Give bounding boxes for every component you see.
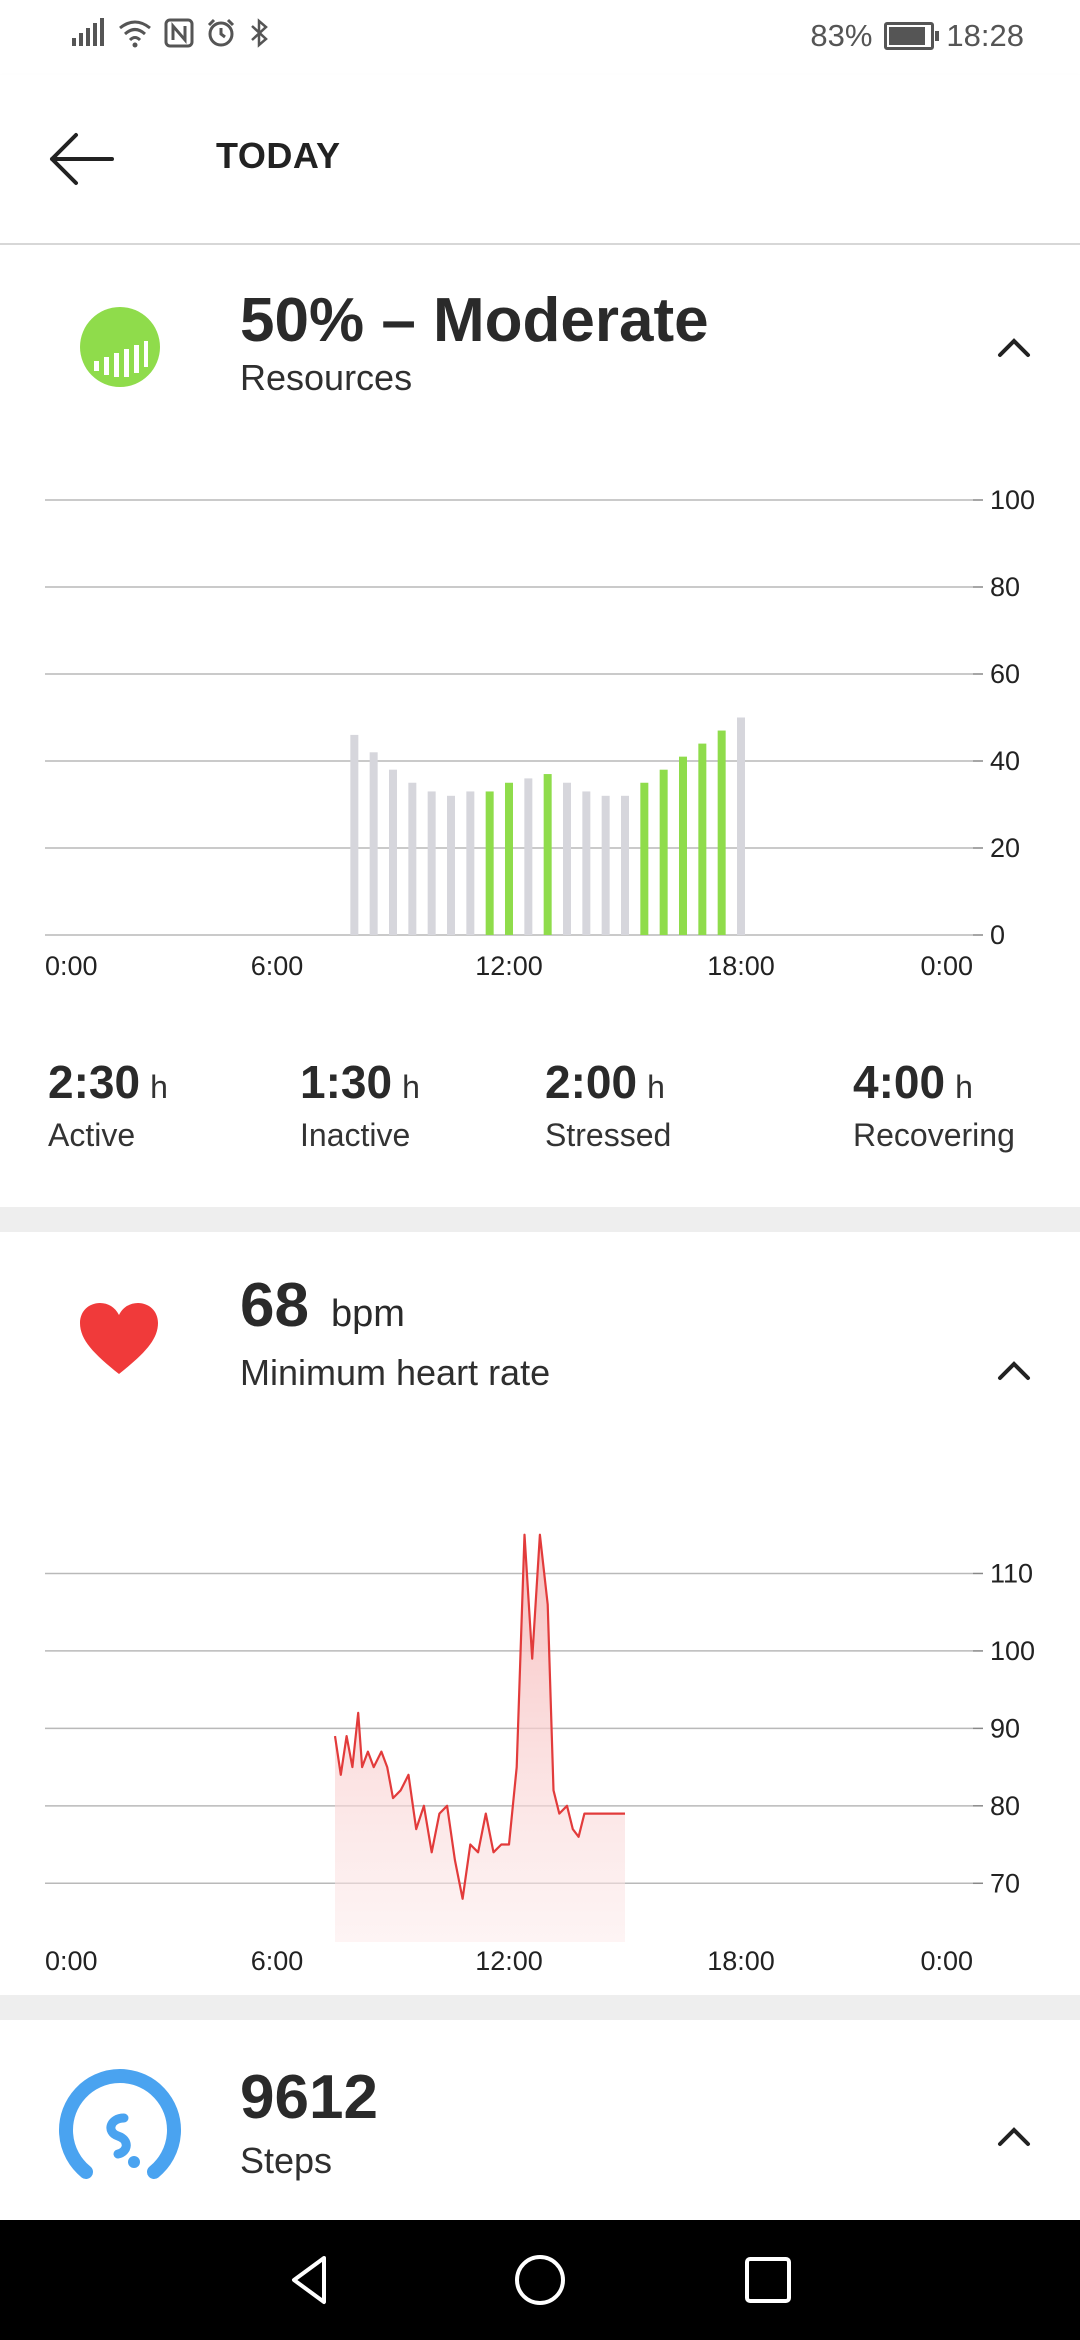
stat-recovering: 4:00 h Recovering xyxy=(853,1055,1015,1154)
heart-rate-label: Minimum heart rate xyxy=(240,1352,551,1393)
resources-card: 50% – Moderate Resources 0 20 40 60 80 100 0:0… xyxy=(0,245,1080,1207)
resource-bar xyxy=(408,782,417,935)
status-bar: 83% 18:28 xyxy=(0,0,1080,75)
resources-stats: 2:30 h Active 1:30 h Inactive 2:00 h Stress… xyxy=(0,1055,1080,1165)
heart-rate-headline: 68 bpm xyxy=(240,1270,405,1341)
status-icons xyxy=(72,18,270,48)
stat-active-unit: h xyxy=(150,1069,168,1105)
resources-gauge-icon xyxy=(80,307,160,387)
back-button[interactable] xyxy=(40,119,130,199)
y-tick-label: 20 xyxy=(990,833,1020,863)
resource-bar xyxy=(563,782,571,935)
x-tick-label: 6:00 xyxy=(251,1946,304,1976)
steps-card: 9612 Steps xyxy=(0,2020,1080,2220)
steps-label: Steps xyxy=(240,2140,333,2181)
y-tick-label: 60 xyxy=(990,659,1020,689)
nfc-icon xyxy=(164,18,194,48)
back-arrow-icon xyxy=(50,133,114,185)
resource-bar xyxy=(659,769,668,935)
y-tick-label: 80 xyxy=(990,1791,1020,1821)
resource-bar xyxy=(621,795,629,935)
resource-bar xyxy=(601,795,610,935)
stat-recovering-unit: h xyxy=(955,1069,973,1105)
x-tick-label: 18:00 xyxy=(707,1946,775,1976)
x-tick-label: 0:00 xyxy=(45,1946,98,1976)
stat-inactive-value: 1:30 xyxy=(300,1056,393,1108)
resource-bar xyxy=(737,717,745,935)
x-tick-label: 6:00 xyxy=(251,951,304,981)
page-title: TODAY xyxy=(216,135,341,176)
y-tick-label: 70 xyxy=(990,1868,1020,1898)
y-tick-label: 110 xyxy=(990,1558,1033,1588)
heart-rate-unit: bpm xyxy=(330,1293,405,1335)
steps-value: 9612 xyxy=(240,2063,378,2132)
y-tick-label: 0 xyxy=(990,920,1005,950)
alarm-icon xyxy=(207,18,235,47)
heart-rate-chart: 70 80 90 100 110 0:00 6:00 12:00 18:00 0:00 xyxy=(45,1533,1035,1976)
resource-bar xyxy=(447,795,455,935)
heart-icon xyxy=(80,1303,158,1374)
resource-bar xyxy=(679,756,687,935)
clock: 18:28 xyxy=(946,18,1024,53)
resource-bar xyxy=(543,774,552,935)
heart-rate-area xyxy=(335,1534,625,1942)
system-nav-bar xyxy=(0,2220,1080,2340)
nav-back-icon[interactable] xyxy=(280,2250,340,2310)
stat-inactive-unit: h xyxy=(402,1069,420,1105)
resource-bar xyxy=(389,769,397,935)
heart-rate-line xyxy=(333,1533,625,1900)
resource-bar xyxy=(698,743,707,935)
x-tick-label: 12:00 xyxy=(475,951,543,981)
x-tick-label: 18:00 xyxy=(707,951,775,981)
collapse-steps-button[interactable] xyxy=(984,2106,1044,2166)
stat-active-value: 2:30 xyxy=(48,1056,141,1108)
stat-stressed-label: Stressed xyxy=(545,1117,672,1153)
signal-icon xyxy=(72,18,104,46)
resources-chart: 0 20 40 60 80 100 0:00 6:00 12:00 18:00 0:00 xyxy=(45,485,1035,981)
wifi-icon xyxy=(119,20,151,48)
x-tick-label: 0:00 xyxy=(45,951,98,981)
y-tick-label: 80 xyxy=(990,572,1020,602)
x-tick-label: 12:00 xyxy=(475,1946,543,1976)
stat-stressed: 2:00 h Stressed xyxy=(545,1055,671,1154)
resource-bar xyxy=(485,791,494,935)
app-bar: TODAY xyxy=(0,75,1080,245)
stat-stressed-unit: h xyxy=(647,1069,665,1105)
collapse-heart-rate-button[interactable] xyxy=(984,1340,1044,1400)
status-right: 83% 18:28 xyxy=(810,18,1024,54)
stat-inactive-label: Inactive xyxy=(300,1117,411,1153)
resources-label: Resources xyxy=(240,357,413,398)
x-tick-label: 0:00 xyxy=(920,951,973,981)
battery-icon xyxy=(884,22,940,50)
resource-bar xyxy=(524,778,533,935)
resource-bar xyxy=(582,791,591,935)
stat-stressed-value: 2:00 xyxy=(545,1056,638,1108)
x-tick-label: 0:00 xyxy=(920,1946,973,1976)
y-tick-label: 100 xyxy=(990,1636,1035,1666)
stat-recovering-value: 4:00 xyxy=(853,1056,946,1108)
heart-rate-card: 68 bpm Minimum heart rate 70 80 90 100 110 0:0… xyxy=(0,1232,1080,1995)
resource-bar xyxy=(427,791,436,935)
y-tick-label: 40 xyxy=(990,746,1020,776)
battery-percent: 83% xyxy=(810,18,873,53)
stat-active-label: Active xyxy=(48,1117,136,1153)
resource-bar xyxy=(717,730,726,935)
resource-bar xyxy=(369,752,378,935)
y-tick-label: 100 xyxy=(990,485,1035,515)
resources-value: 50% – Moderate xyxy=(240,286,709,355)
stat-recovering-label: Recovering xyxy=(853,1117,1015,1153)
stat-active: 2:30 h Active xyxy=(48,1055,168,1154)
nav-home-icon[interactable] xyxy=(510,2250,570,2310)
steps-icon xyxy=(59,2069,181,2179)
resource-bar xyxy=(640,782,649,935)
y-tick-label: 90 xyxy=(990,1713,1020,1743)
nav-recents-icon[interactable] xyxy=(738,2250,798,2310)
heart-rate-value: 68 xyxy=(240,1271,309,1340)
stat-inactive: 1:30 h Inactive xyxy=(300,1055,420,1154)
bluetooth-icon xyxy=(251,18,268,48)
resource-bar xyxy=(505,782,513,935)
resource-bar xyxy=(466,791,475,935)
resource-bar xyxy=(350,734,359,935)
collapse-resources-button[interactable] xyxy=(984,317,1044,377)
